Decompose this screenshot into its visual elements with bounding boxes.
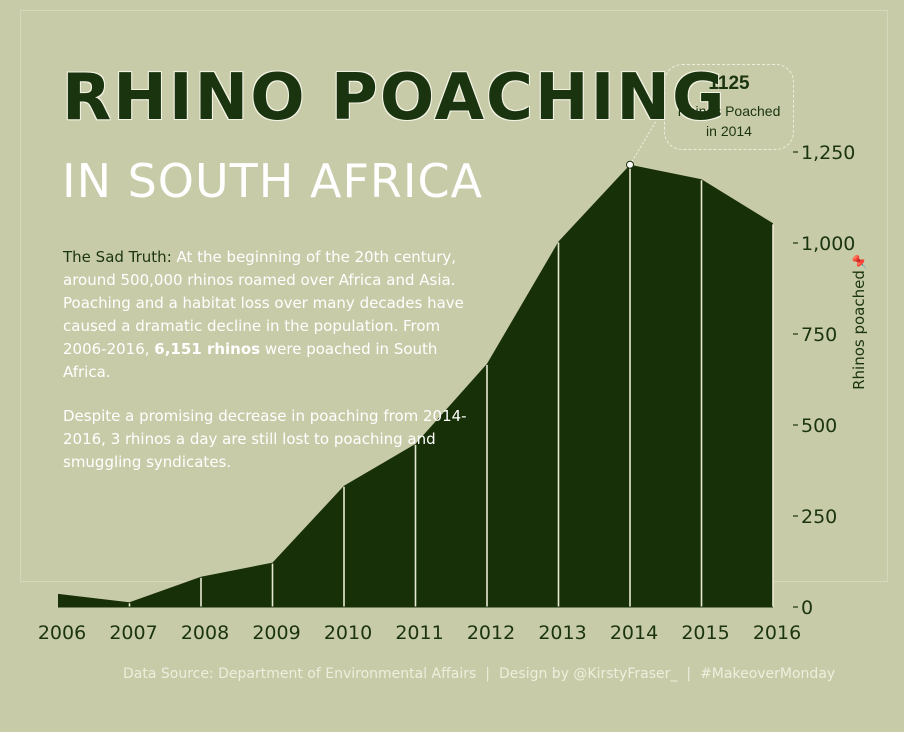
x-tick-label: 2012	[467, 622, 515, 644]
x-tick-label: 2011	[395, 622, 443, 644]
x-tick-label: 2014	[610, 622, 658, 644]
y-axis-label: Rhinos poached	[850, 270, 868, 390]
description-paragraph-2: Despite a promising decrease in poaching…	[63, 407, 467, 471]
x-tick-label: 2006	[38, 622, 86, 644]
callout-leader-line	[629, 107, 665, 165]
x-tick-label: 2009	[252, 622, 300, 644]
pin-icon[interactable]: 📌	[851, 254, 868, 270]
y-tick-label: 1,250	[801, 142, 855, 164]
footer-design: Design by @KirstyFraser_	[499, 666, 678, 682]
callout-label-line2: in 2014	[706, 123, 752, 139]
description-paragraph-1: The Sad Truth: At the beginning of the 2…	[63, 246, 473, 384]
x-tick-label: 2015	[681, 622, 729, 644]
page-subtitle: IN SOUTH AFRICA	[62, 154, 484, 208]
description-text-b: were poached in South Africa.	[63, 340, 438, 381]
y-axis-label-group: Rhinos poached 📌	[850, 254, 868, 390]
callout-value: 1125	[708, 73, 750, 94]
callout-tooltip: 1125 Rhinos Poached in 2014	[664, 64, 794, 150]
y-tick-label: 0	[801, 597, 813, 619]
footer-separator: |	[485, 666, 491, 682]
callout-label: Rhinos Poached in 2014	[665, 101, 793, 141]
area-series[interactable]	[58, 164, 773, 607]
callout-label-line1: Rhinos Poached	[677, 103, 781, 119]
y-tick-label: 750	[801, 324, 837, 346]
footer: Data Source: Department of Environmental…	[123, 666, 835, 682]
x-tick-label: 2016	[753, 622, 801, 644]
description-text-a: At the beginning of the 20th century, ar…	[63, 248, 464, 358]
description-block: The Sad Truth: At the beginning of the 2…	[63, 246, 473, 495]
footer-source: Data Source: Department of Environmental…	[123, 666, 477, 682]
x-tick-label: 2010	[324, 622, 372, 644]
footer-separator: |	[686, 666, 692, 682]
y-tick-label: 250	[801, 506, 837, 528]
x-tick-label: 2008	[181, 622, 229, 644]
y-tick-label: 1,000	[801, 233, 855, 255]
x-tick-label: 2007	[109, 622, 157, 644]
page-title: RHINO POACHING	[62, 61, 727, 135]
description-highlight: 6,151 rhinos	[154, 340, 261, 358]
callout-point-marker[interactable]	[626, 160, 634, 169]
y-tick-label: 500	[801, 415, 837, 437]
footer-tag: #MakeoverMonday	[700, 666, 836, 682]
description-lead: The Sad Truth:	[63, 248, 172, 266]
x-tick-label: 2013	[538, 622, 586, 644]
